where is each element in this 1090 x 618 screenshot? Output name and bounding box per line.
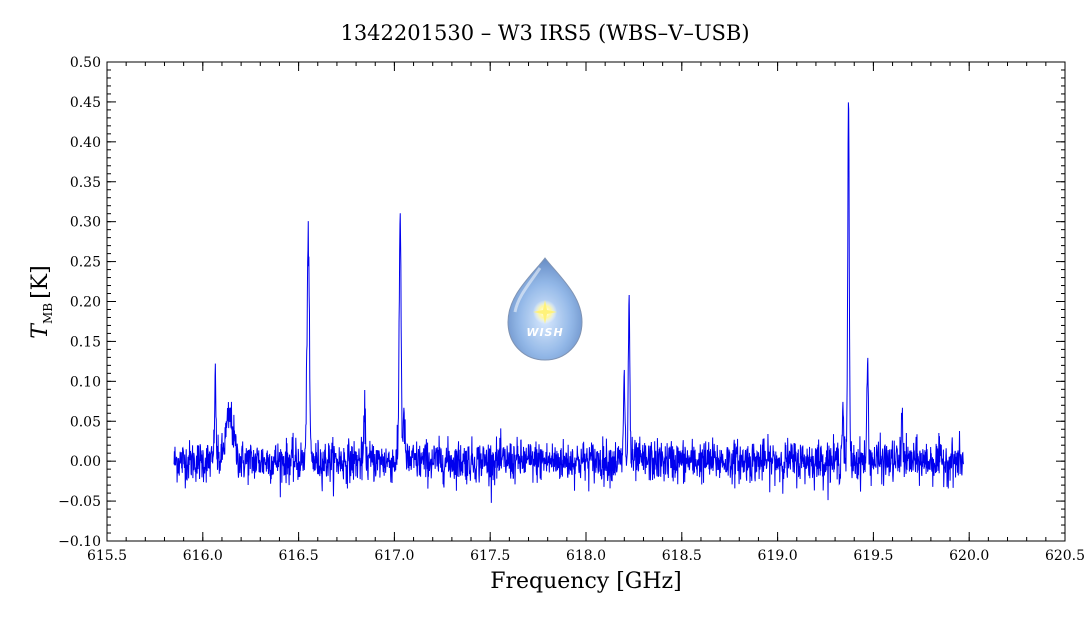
x-tick-label: 619.0 — [758, 548, 798, 564]
y-tick-label: 0.10 — [70, 374, 101, 390]
y-tick-label: 0.30 — [70, 215, 101, 231]
chart-title: 1342201530 – W3 IRS5 (WBS–V–USB) — [340, 21, 749, 45]
y-tick-label: 0.45 — [70, 95, 101, 111]
y-axis-label: TMB [K] — [28, 265, 55, 338]
y-tick-label: 0.20 — [70, 295, 101, 311]
x-tick-label: 616.5 — [279, 548, 319, 564]
y-tick-label: 0.35 — [70, 175, 101, 191]
y-axis-label-unit: [K] — [28, 265, 53, 299]
y-tick-label: 0.15 — [70, 334, 101, 350]
x-tick-label: 616.0 — [183, 548, 223, 564]
x-axis-label: Frequency [GHz] — [490, 569, 682, 594]
x-tick-label: 618.5 — [662, 548, 702, 564]
wish-logo: WISH — [507, 257, 583, 361]
x-tick-label: 620.5 — [1045, 548, 1085, 564]
x-axis: 615.5 616.0 616.5 617.0 617.5 618.0 618.5 619.0… — [87, 62, 1085, 564]
svg-text:TMB[K]: TMB [K] — [28, 265, 55, 338]
y-axis-label-symbol: T — [28, 322, 53, 339]
wish-logo-text: WISH — [526, 326, 563, 339]
y-tick-label: 0.50 — [70, 55, 101, 71]
x-tick-label: 620.0 — [949, 548, 989, 564]
x-tick-label: 618.0 — [566, 548, 606, 564]
y-tick-label: −0.10 — [58, 534, 101, 550]
x-tick-label: 617.0 — [374, 548, 414, 564]
y-tick-label: 0.40 — [70, 135, 101, 151]
y-axis-label-subscript: MB — [41, 303, 55, 324]
x-tick-label: 615.5 — [87, 548, 127, 564]
spectrum-line — [173, 102, 964, 503]
y-tick-label: 0.05 — [70, 414, 101, 430]
y-axis: −0.10 −0.05 0.00 0.05 0.10 0.15 0.20 0.25 0.30 0.… — [58, 55, 1065, 550]
y-tick-label: 0.00 — [70, 454, 101, 470]
y-tick-label: −0.05 — [58, 494, 101, 510]
y-tick-label: 0.25 — [70, 255, 101, 271]
spectrum-series — [173, 102, 964, 503]
x-tick-label: 619.5 — [853, 548, 893, 564]
x-tick-label: 617.5 — [470, 548, 510, 564]
